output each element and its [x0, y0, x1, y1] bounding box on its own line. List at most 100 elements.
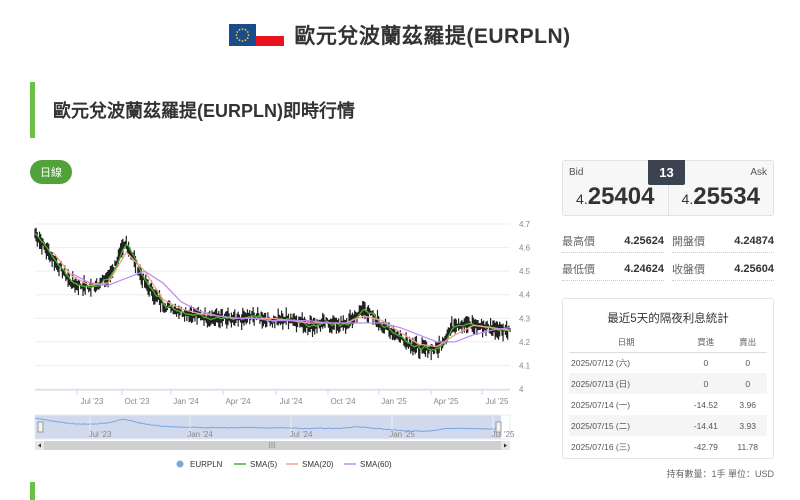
cell-sell: 0	[745, 357, 751, 368]
y-tick-label: 4.7	[519, 220, 530, 229]
sma20-line	[52, 251, 511, 348]
navigator-series	[34, 417, 502, 433]
x-tick-label: Jul '23	[81, 397, 104, 406]
stat-open-value: 4.24874	[734, 234, 774, 247]
stat-open-label: 開盤價	[672, 235, 705, 248]
stat-high-label: 最高價	[562, 235, 595, 248]
x-tick-label: Jul '24	[280, 397, 303, 406]
navigator-label: Jul '23	[89, 430, 112, 439]
cell-date: 2025/07/13 (日)	[569, 373, 684, 394]
section-title: 歐元兌波蘭茲羅提(EURPLN)即時行情	[53, 101, 355, 121]
ask-prefix: 4.	[681, 191, 694, 207]
cell-sell: 3.96	[739, 399, 756, 410]
sma60-line	[71, 270, 511, 343]
bid-label: Bid	[569, 167, 584, 178]
currency-flags	[229, 24, 285, 46]
col-buy: 買進	[683, 332, 729, 353]
cell-buy: 0	[683, 373, 729, 394]
legend-item[interactable]: SMA(5)	[250, 460, 277, 469]
tab-daily[interactable]: 日線	[30, 160, 72, 184]
x-tick-label: Apr '24	[225, 397, 251, 406]
page-header: 歐元兌波蘭茲羅提(EURPLN)	[0, 0, 800, 70]
x-tick-label: Jul '25	[486, 397, 509, 406]
x-axis-labels: Jul '23 Oct '23 Jan '24 Apr '24 Jul '24 Oct '…	[35, 389, 510, 406]
price-stats: 最高價 4.25624 開盤價 4.24874 最低價 4.24624 收盤價 …	[562, 229, 774, 285]
navigator-handle-right[interactable]	[495, 421, 502, 433]
table-row: 2025/07/13 (日) 0 0	[569, 373, 767, 394]
scrollbar-track[interactable]	[35, 441, 510, 450]
stat-close: 收盤價 4.25604	[672, 257, 774, 281]
y-tick-label: 4.6	[519, 244, 530, 253]
cell-buy: -42.79	[693, 441, 718, 452]
navigator-frame	[34, 414, 511, 440]
overnight-interest-panel: 最近5天的隔夜利息統計 日期 買進 賣出 2025/07/12 (六) 0 0 …	[562, 298, 774, 459]
poland-flag-icon	[256, 36, 285, 46]
ask-panel: Ask 4.25534	[667, 161, 774, 215]
x-tick-label: Jan '24	[173, 397, 199, 406]
navigator-handle-left[interactable]	[37, 421, 44, 433]
chart-legend: EURPLN SMA(5) SMA(20) SMA(60)	[176, 460, 392, 469]
chart-series	[34, 227, 511, 361]
navigator-label: Jul '24	[290, 430, 313, 439]
cell-date: 2025/07/16 (三)	[571, 441, 631, 452]
y-tick-label: 4.5	[519, 267, 530, 276]
stat-open: 開盤價 4.24874	[672, 229, 774, 253]
stat-high-value: 4.25624	[624, 234, 664, 247]
stat-low-label: 最低價	[562, 263, 595, 276]
next-section-accent	[30, 482, 35, 500]
stat-close-label: 收盤價	[672, 263, 705, 276]
ask-label: Ask	[750, 167, 767, 178]
navigator: Jul '23 Jan '24 Jul '24 Jan '25 Jul '25 III	[34, 414, 515, 450]
y-tick-label: 4	[519, 385, 524, 394]
stat-high: 最高價 4.25624	[562, 229, 664, 253]
col-date: 日期	[569, 332, 684, 353]
navigator-range[interactable]	[35, 415, 501, 439]
overnight-footnote: 持有數量：1手 單位：USD	[666, 469, 774, 479]
navigator-label: Jan '24	[187, 430, 213, 439]
cell-date: 2025/07/14 (一)	[571, 399, 631, 410]
legend-eurpln-marker	[176, 460, 184, 468]
bid-panel: Bid 4.25404	[563, 161, 668, 215]
bid-main: 25404	[587, 183, 655, 210]
table-row: 2025/07/12 (六) 0 0	[569, 352, 767, 373]
arrow-right-icon	[504, 443, 507, 448]
bid-value: 4.25404	[563, 183, 668, 211]
cell-sell: 11.78	[737, 441, 758, 452]
y-tick-label: 4.2	[519, 338, 530, 347]
table-row: 2025/07/16 (三) -42.79 11.78	[569, 436, 767, 457]
legend-item[interactable]: SMA(20)	[302, 460, 334, 469]
navigator-label: Jul '25	[492, 430, 515, 439]
cell-buy: -14.41	[683, 415, 729, 436]
x-tick-label: Apr '25	[433, 397, 459, 406]
arrow-left-icon	[38, 443, 41, 448]
col-sell: 賣出	[728, 332, 767, 353]
price-chart[interactable]: 4.7 4.6 4.5 4.4 4.3 4.2 4.1 4 Jul '23 Oct '23 Jan…	[30, 200, 531, 470]
y-tick-label: 4.1	[519, 361, 530, 370]
spread-badge: 13	[648, 160, 685, 185]
cell-buy: -14.52	[693, 399, 718, 410]
quote-box: Bid 4.25404 Ask 4.25534	[562, 160, 774, 216]
x-tick-label: Oct '24	[330, 397, 356, 406]
bid-prefix: 4.	[576, 191, 588, 207]
section-header: 歐元兌波蘭茲羅提(EURPLN)即時行情	[30, 82, 355, 138]
overnight-title: 最近5天的隔夜利息統計	[607, 313, 729, 325]
eu-flag-icon	[229, 24, 257, 46]
scrollbar-grip[interactable]: III	[269, 441, 276, 450]
x-tick-label: Oct '23	[124, 397, 150, 406]
legend-item[interactable]: EURPLN	[190, 460, 223, 469]
chart-gridlines	[35, 223, 510, 390]
legend-item[interactable]: SMA(60)	[360, 460, 392, 469]
stat-low: 最低價 4.24624	[562, 257, 664, 281]
table-row: 2025/07/14 (一) -14.52 3.96	[569, 394, 767, 415]
cell-date: 2025/07/15 (二)	[569, 415, 684, 436]
stat-close-value: 4.25604	[734, 262, 774, 275]
cell-sell: 0	[728, 373, 767, 394]
sma5-line	[34, 232, 510, 352]
cell-sell: 3.93	[728, 415, 767, 436]
stat-low-value: 4.24624	[624, 262, 664, 275]
table-row: 2025/07/15 (二) -14.41 3.93	[569, 415, 767, 436]
y-tick-label: 4.4	[519, 291, 530, 300]
y-tick-label: 4.3	[519, 314, 530, 323]
page-title: 歐元兌波蘭茲羅提(EURPLN)	[294, 25, 571, 48]
cell-buy: 0	[703, 357, 709, 368]
